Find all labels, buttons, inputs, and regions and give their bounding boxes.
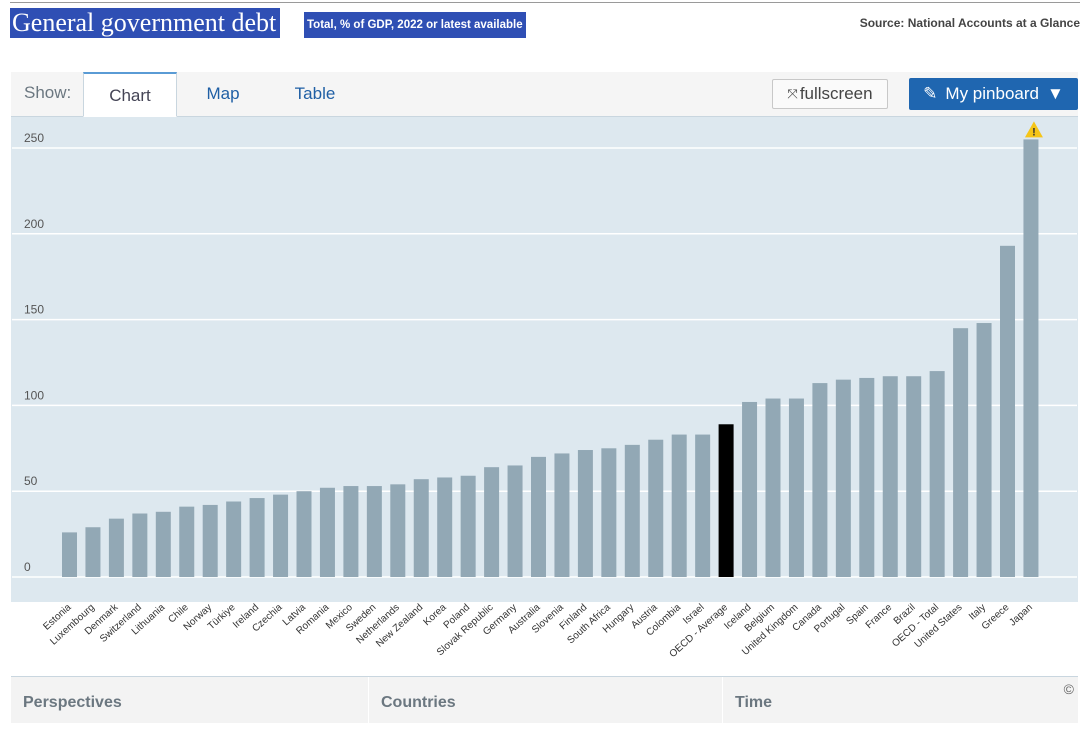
source-note: Source: National Accounts at a Glance (859, 16, 1080, 30)
top-rule (10, 2, 1080, 3)
dropdown-arrow-icon: ▼ (1046, 84, 1064, 103)
bar (155, 511, 171, 577)
bar (624, 444, 640, 577)
page-title: General government debt (10, 8, 281, 38)
bar (812, 383, 828, 577)
bar (202, 504, 218, 577)
y-tick-label: 0 (24, 560, 31, 574)
show-label: Show: (24, 83, 72, 102)
bar (601, 448, 617, 577)
time-filter[interactable]: Time (735, 694, 773, 711)
y-tick-label: 50 (24, 474, 38, 488)
bar (742, 401, 758, 577)
bar (671, 434, 687, 577)
countries-filter[interactable]: Countries (369, 677, 723, 723)
page-subtitle: Total, % of GDP, 2022 or latest availabl… (304, 12, 526, 38)
y-tick-label: 250 (24, 131, 44, 145)
bar (179, 506, 195, 577)
bar (695, 434, 711, 577)
bar (1023, 139, 1039, 578)
bar (366, 486, 382, 577)
bar (249, 498, 265, 577)
view-toolbar: Show: Chart Map Table ⤧ fullscreen ✎ My … (11, 72, 1078, 117)
bar (507, 465, 523, 577)
y-tick-label: 150 (24, 303, 44, 317)
pin-icon: ✎ (923, 84, 938, 103)
warning-icon (1024, 121, 1043, 138)
bar (1000, 245, 1015, 577)
bar (319, 487, 335, 577)
bar (976, 323, 992, 577)
my-pinboard-button[interactable]: ✎ My pinboard ▼ (909, 78, 1078, 110)
bar (554, 453, 570, 577)
bar (835, 379, 851, 577)
bar (343, 486, 359, 577)
perspectives-filter[interactable]: Perspectives (11, 677, 369, 723)
x-tick-label: Türkiye (206, 602, 238, 632)
bar (132, 513, 148, 577)
bar (882, 376, 898, 577)
tab-table[interactable]: Table (294, 84, 336, 103)
bar (531, 456, 546, 577)
bar (765, 398, 781, 577)
tab-map[interactable]: Map (206, 84, 240, 103)
x-tick-label: France (864, 602, 895, 631)
y-tick-label: 200 (24, 217, 44, 231)
copyright-icon: © (1063, 681, 1074, 697)
bar (648, 439, 664, 577)
bar-chart: 050100150200250EstoniaLuxembourgDenmarkS… (12, 121, 1077, 660)
bar (62, 532, 77, 577)
bar (484, 467, 500, 577)
bar (953, 328, 969, 577)
y-tick-label: 100 (24, 388, 44, 402)
highlight-bar (718, 424, 734, 577)
bar (273, 494, 289, 577)
filter-bar: Perspectives Countries Time (11, 676, 1078, 723)
bar (929, 371, 945, 577)
bar (460, 475, 476, 577)
bar (85, 527, 101, 577)
bar (296, 491, 312, 577)
tab-chart[interactable]: Chart (83, 72, 177, 117)
bar (226, 501, 242, 577)
pinboard-label: My pinboard (945, 84, 1039, 103)
bar (859, 377, 875, 577)
fullscreen-button[interactable]: ⤧ fullscreen (772, 79, 888, 109)
expand-arrows-icon: ⤧ (787, 86, 798, 101)
bar (577, 450, 593, 577)
x-tick-label: Japan (1007, 602, 1035, 628)
bar (906, 376, 922, 577)
bar (390, 484, 406, 577)
bar (108, 518, 124, 577)
bar (788, 398, 804, 577)
bar (437, 477, 453, 577)
warning-mark: ! (1032, 126, 1036, 138)
fullscreen-label: fullscreen (799, 84, 873, 103)
bar (413, 479, 429, 577)
x-tick-label: Greece (980, 602, 1012, 632)
